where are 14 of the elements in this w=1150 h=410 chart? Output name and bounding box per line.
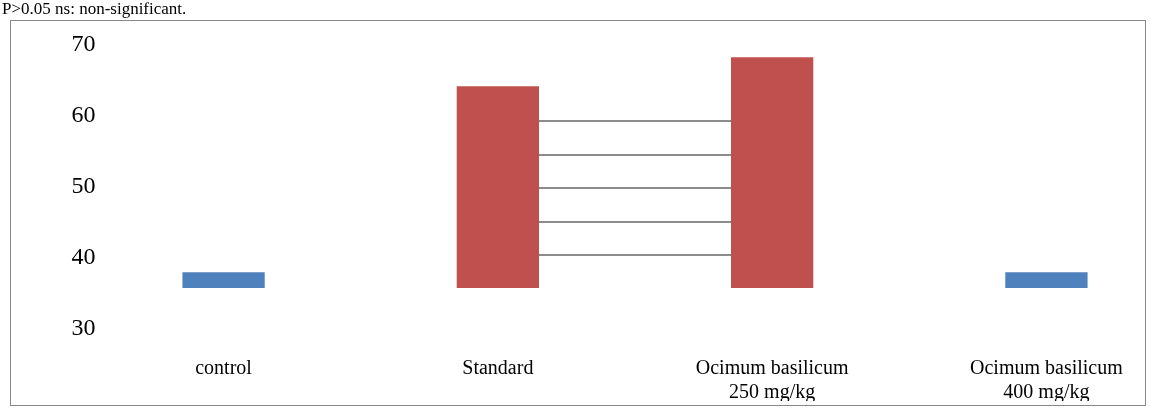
y-tick-label: 70 <box>71 29 96 56</box>
bar <box>456 86 539 288</box>
y-tick-label: 30 <box>71 313 96 340</box>
y-tick-label: 60 <box>71 100 96 127</box>
x-tick-label: Standard <box>462 355 534 378</box>
y-tick-label: 50 <box>71 171 96 198</box>
bar <box>182 272 265 288</box>
x-tick-label: Ocimum basilicum 400 mg/kg <box>970 355 1124 403</box>
y-tick-label: 40 <box>71 242 96 269</box>
x-tick-label: Ocimum basilicum 250 mg/kg <box>695 355 849 403</box>
text: P>0.05 ns: non-significant. <box>2 0 187 18</box>
bar <box>731 57 814 288</box>
bar <box>1005 272 1088 288</box>
x-tick-label: control <box>195 355 253 378</box>
